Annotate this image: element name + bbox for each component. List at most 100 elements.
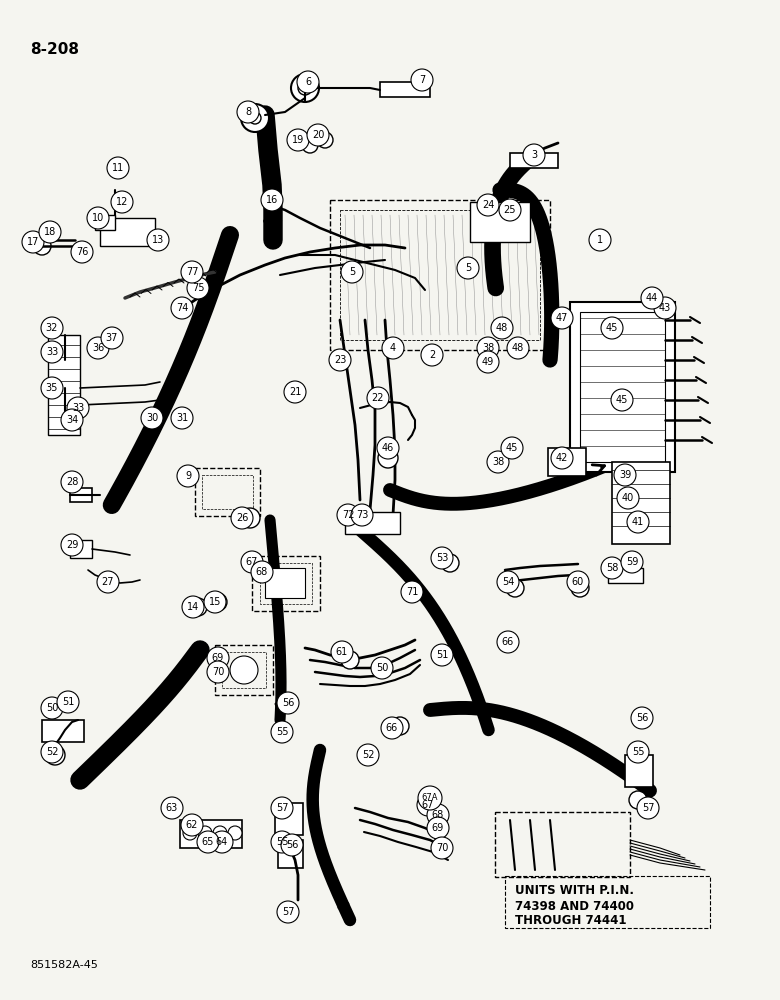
Bar — [42, 720, 84, 742]
Circle shape — [107, 157, 129, 179]
Circle shape — [506, 579, 524, 597]
Circle shape — [431, 547, 453, 569]
Bar — [180, 820, 242, 848]
Bar — [95, 215, 115, 230]
Circle shape — [381, 717, 403, 739]
Text: 11: 11 — [112, 163, 124, 173]
Circle shape — [241, 104, 269, 132]
Text: 28: 28 — [66, 477, 78, 487]
Text: 66: 66 — [502, 637, 514, 647]
Circle shape — [41, 317, 63, 339]
Bar — [570, 302, 675, 472]
Bar — [215, 645, 273, 695]
Circle shape — [207, 661, 229, 683]
Circle shape — [147, 229, 169, 251]
Circle shape — [317, 132, 333, 148]
Circle shape — [567, 571, 589, 593]
Circle shape — [601, 557, 623, 579]
Text: 48: 48 — [496, 323, 508, 333]
Text: 62: 62 — [186, 820, 198, 830]
Text: 49: 49 — [482, 357, 494, 367]
Circle shape — [589, 229, 611, 251]
Text: 5: 5 — [349, 267, 355, 277]
Bar — [608, 568, 643, 583]
Circle shape — [629, 791, 647, 809]
Circle shape — [101, 327, 123, 349]
Circle shape — [477, 337, 499, 359]
Text: 66: 66 — [386, 723, 398, 733]
Circle shape — [87, 207, 109, 229]
Text: 851582A-45: 851582A-45 — [30, 960, 98, 970]
Text: 53: 53 — [436, 553, 448, 563]
Text: 52: 52 — [362, 750, 374, 760]
Text: 3: 3 — [531, 150, 537, 160]
Text: 22: 22 — [372, 393, 385, 403]
Text: 72: 72 — [342, 510, 354, 520]
Text: 12: 12 — [115, 197, 128, 207]
Circle shape — [284, 381, 306, 403]
Circle shape — [271, 831, 293, 853]
Circle shape — [477, 351, 499, 373]
Circle shape — [487, 451, 509, 473]
Circle shape — [181, 261, 203, 283]
Text: 20: 20 — [312, 130, 324, 140]
Text: 37: 37 — [106, 333, 119, 343]
Bar — [275, 803, 303, 835]
Text: 6: 6 — [305, 77, 311, 87]
Bar — [202, 475, 253, 509]
Circle shape — [228, 826, 242, 840]
Circle shape — [631, 707, 653, 729]
Text: 43: 43 — [659, 303, 671, 313]
Text: 42: 42 — [556, 453, 568, 463]
Circle shape — [341, 261, 363, 283]
Text: 51: 51 — [436, 650, 448, 660]
Text: 34: 34 — [66, 415, 78, 425]
Circle shape — [41, 741, 63, 763]
Text: 26: 26 — [236, 513, 248, 523]
Circle shape — [141, 407, 163, 429]
Circle shape — [45, 745, 65, 765]
Circle shape — [427, 804, 449, 826]
Circle shape — [61, 534, 83, 556]
Circle shape — [231, 507, 253, 529]
Text: 33: 33 — [46, 347, 58, 357]
Circle shape — [391, 717, 409, 735]
Circle shape — [337, 504, 359, 526]
Circle shape — [501, 437, 523, 459]
Bar — [625, 755, 653, 787]
Bar — [580, 312, 665, 462]
Bar — [222, 652, 266, 688]
Circle shape — [421, 344, 443, 366]
Circle shape — [298, 81, 312, 95]
Text: THROUGH 74441: THROUGH 74441 — [515, 914, 626, 927]
Text: 30: 30 — [146, 413, 158, 423]
Text: 59: 59 — [626, 557, 638, 567]
Text: 8-208: 8-208 — [30, 42, 79, 57]
Text: 45: 45 — [505, 443, 518, 453]
Circle shape — [111, 191, 133, 213]
Circle shape — [61, 471, 83, 493]
Circle shape — [207, 647, 229, 669]
Text: 25: 25 — [504, 205, 516, 215]
Text: 74: 74 — [176, 303, 188, 313]
Circle shape — [291, 74, 319, 102]
Bar — [548, 448, 586, 476]
Circle shape — [277, 692, 299, 714]
Circle shape — [249, 112, 261, 124]
Text: 46: 46 — [382, 443, 394, 453]
Text: 18: 18 — [44, 227, 56, 237]
Text: 8: 8 — [245, 107, 251, 117]
Bar — [345, 512, 400, 534]
Text: 51: 51 — [62, 697, 74, 707]
Circle shape — [171, 297, 193, 319]
Text: 77: 77 — [186, 267, 198, 277]
Circle shape — [377, 437, 399, 459]
Text: 68: 68 — [256, 567, 268, 577]
Circle shape — [371, 657, 393, 679]
Bar — [470, 202, 530, 242]
Circle shape — [182, 596, 204, 618]
Text: 55: 55 — [276, 727, 289, 737]
Circle shape — [241, 551, 263, 573]
Bar — [510, 153, 558, 168]
Bar — [260, 563, 312, 604]
